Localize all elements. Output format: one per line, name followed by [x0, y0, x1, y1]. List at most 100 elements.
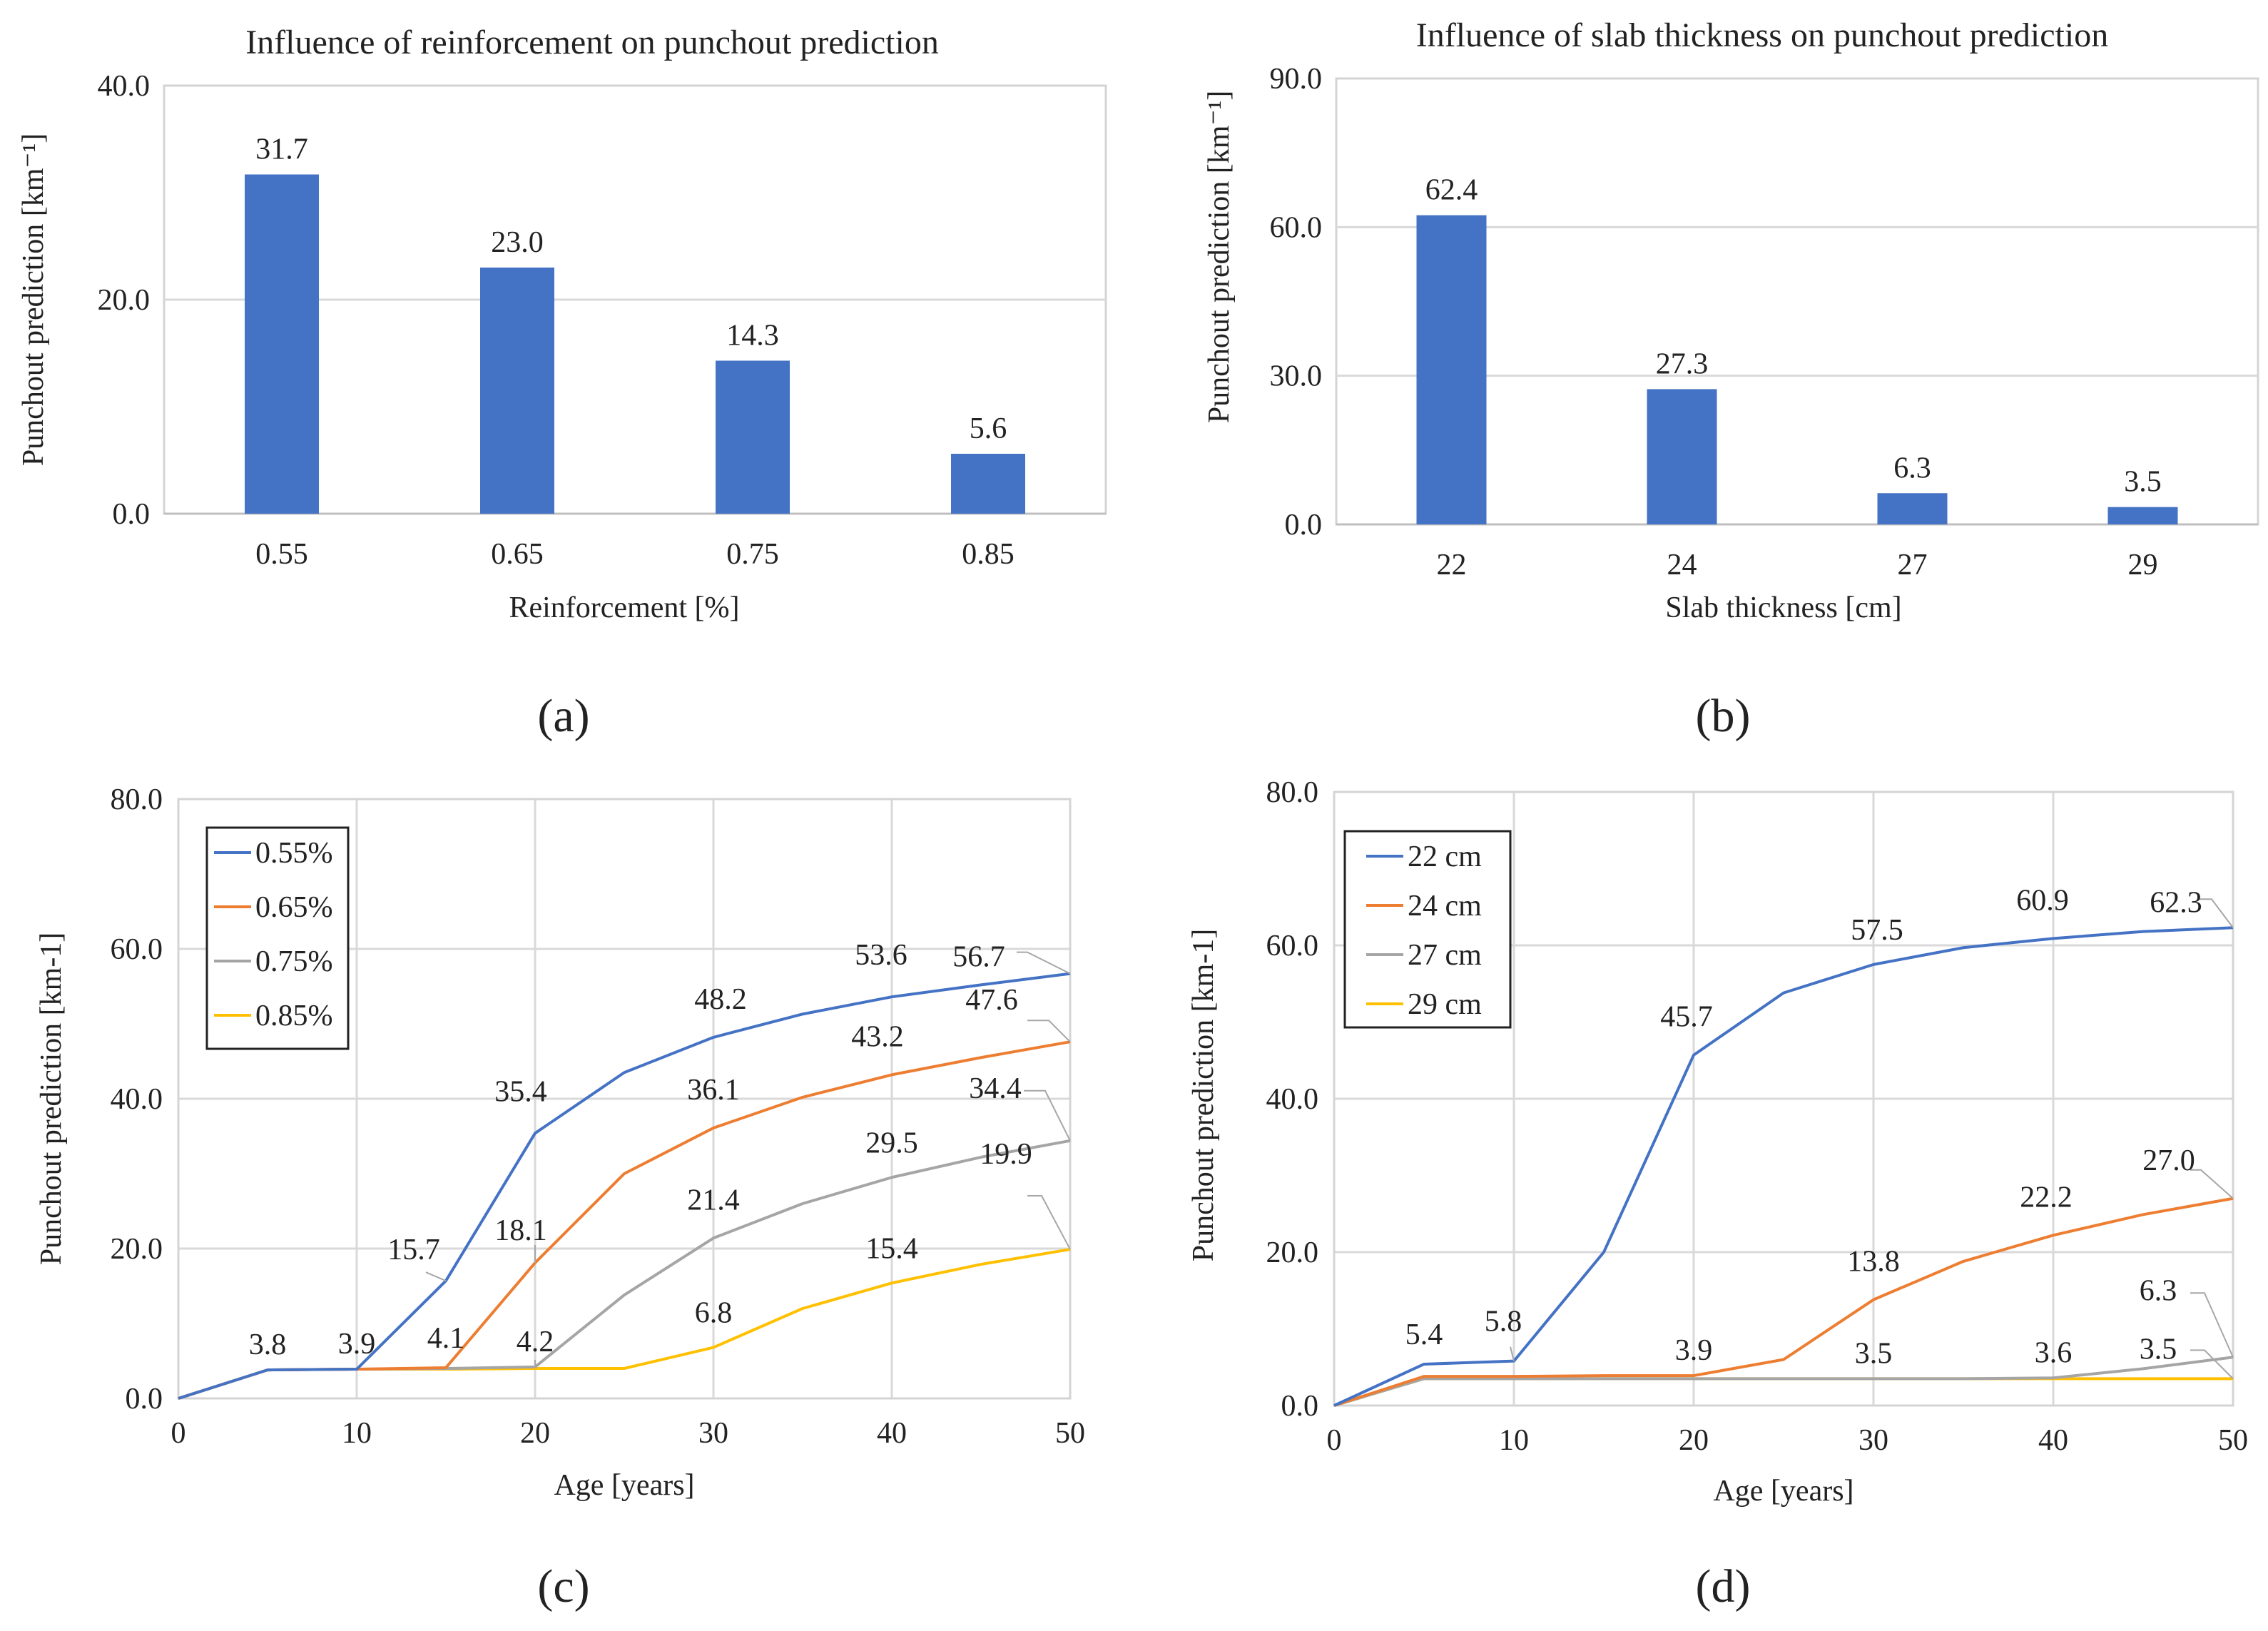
- chart-d-data-label: 57.5: [1851, 914, 1903, 947]
- chart-c-ytick: 80.0: [111, 783, 163, 816]
- chart-a-data-label: 14.3: [726, 320, 779, 352]
- chart-c-leader-line: [1017, 951, 1071, 975]
- chart-c-legend-label: 0.85%: [255, 1000, 333, 1032]
- chart-b-bar: [1877, 493, 1948, 524]
- chart-c-data-label: 36.1: [687, 1074, 740, 1107]
- chart-c-ytick: 20.0: [111, 1233, 163, 1266]
- chart-b-xtick: 27: [1898, 549, 1928, 581]
- chart-a-data-label: 31.7: [255, 133, 308, 166]
- chart-d-plot-border: [1333, 791, 2234, 1407]
- chart-d-ylabel: Punchout prediction [km-1]: [1187, 929, 1220, 1262]
- chart-a-xtick: 0.75: [726, 538, 779, 571]
- chart-b-data-label: 6.3: [1893, 452, 1931, 484]
- caption-b: (b): [1696, 690, 1751, 742]
- chart-a-data-label: 23.0: [491, 226, 544, 259]
- caption-d: (d): [1696, 1560, 1751, 1612]
- chart-c-xtick: 40: [877, 1417, 907, 1450]
- chart-c-legend-label: 0.75%: [255, 945, 333, 978]
- chart-c-data-label: 34.4: [969, 1072, 1022, 1105]
- chart-d-data-label: 3.5: [1855, 1337, 1893, 1370]
- chart-a-xtick: 0.55: [255, 538, 308, 571]
- chart-c-data-label: 53.6: [855, 939, 907, 972]
- chart-d-series-line: [1333, 926, 2234, 1407]
- chart-c-xtick: 0: [171, 1417, 186, 1450]
- chart-d-series-line: [1333, 1196, 2234, 1407]
- chart-d-xtick: 0: [1327, 1424, 1342, 1457]
- chart-c-xtick: 20: [520, 1417, 550, 1450]
- chart-d-series-line: [1333, 1356, 2234, 1407]
- chart-c-xtick: 50: [1055, 1417, 1085, 1450]
- chart-a-xlabel: Reinforcement [%]: [509, 591, 739, 624]
- chart-c: 3.8 3.9 15.7 35.4 48.2 53.6 56.7 4.1 18.1 36.1 43.…: [35, 783, 1085, 1502]
- chart-a-ytick: 20.0: [98, 284, 151, 317]
- chart-b-bar: [2107, 507, 2178, 524]
- chart-d-leader-line: [2190, 1169, 2234, 1199]
- chart-b-xlabel: Slab thickness [cm]: [1665, 591, 1901, 624]
- chart-c-data-label: 43.2: [851, 1020, 904, 1053]
- chart-c-data-label: 15.4: [865, 1232, 918, 1265]
- chart-b-ytick: 90.0: [1270, 63, 1323, 96]
- chart-c-data-label: 18.1: [494, 1214, 547, 1247]
- chart-c-ytick: 40.0: [111, 1083, 163, 1116]
- chart-b-data-label: 3.5: [2124, 466, 2162, 499]
- caption-a: (a): [537, 690, 589, 742]
- chart-c-xtick: 30: [698, 1417, 728, 1450]
- chart-d-data-label: 22.2: [2020, 1181, 2073, 1214]
- chart-c-legend: 0.55% 0.65% 0.75% 0.85%: [205, 826, 350, 1050]
- chart-a-title: Influence of reinforcement on punchout p…: [245, 24, 939, 61]
- chart-b-xtick: 22: [1437, 549, 1467, 581]
- chart-c-series-line: [178, 972, 1071, 1400]
- chart-a-ylabel: Punchout prediction [km⁻¹]: [17, 133, 50, 466]
- chart-a-bar: [951, 454, 1025, 514]
- chart-d-xtick: 30: [1858, 1424, 1888, 1457]
- chart-d-data-label: 6.3: [2140, 1274, 2177, 1307]
- chart-d-legend: 22 cm 24 cm 27 cm 29 cm: [1343, 830, 1512, 1029]
- chart-d-data-label: 5.8: [1485, 1306, 1522, 1338]
- chart-c-data-label: 15.7: [387, 1234, 440, 1266]
- chart-d-xtick: 20: [1679, 1424, 1709, 1457]
- chart-d-xtick: 40: [2038, 1424, 2068, 1457]
- chart-a-data-label: 5.6: [970, 412, 1007, 445]
- chart-c-leader-line: [425, 1271, 447, 1282]
- chart-d-ytick: 80.0: [1266, 776, 1319, 809]
- chart-b-ytick: 60.0: [1270, 211, 1323, 244]
- chart-d-leader-line: [2197, 898, 2234, 928]
- chart-a-bar: [480, 268, 554, 514]
- chart-c-data-label: 48.2: [694, 983, 747, 1016]
- chart-a-xtick: 0.65: [491, 538, 544, 571]
- chart-c-legend-label: 0.55%: [255, 837, 333, 870]
- chart-a-bar: [245, 174, 319, 514]
- chart-d-legend-label: 22 cm: [1408, 840, 1482, 873]
- chart-c-data-label: 3.8: [249, 1328, 287, 1361]
- chart-c-plot-border: [177, 798, 1072, 1400]
- chart-b-title: Influence of slab thickness on punchout …: [1416, 16, 2108, 54]
- chart-b-data-label: 62.4: [1425, 174, 1478, 207]
- chart-d-ytick: 20.0: [1266, 1236, 1319, 1269]
- chart-a-ytick: 40.0: [98, 70, 151, 103]
- chart-b-ytick: 30.0: [1270, 360, 1323, 393]
- chart-d-data-label: 5.4: [1405, 1318, 1443, 1351]
- chart-a-ytick: 0.0: [113, 498, 151, 531]
- chart-b-data-label: 27.3: [1656, 347, 1709, 380]
- chart-d-data-label: 27.0: [2142, 1144, 2195, 1177]
- chart-d-xtick: 50: [2218, 1424, 2248, 1457]
- chart-b-ylabel: Punchout prediction [km⁻¹]: [1203, 91, 1236, 423]
- chart-d-leader-line: [2190, 1292, 2234, 1358]
- chart-c-ytick: 60.0: [111, 933, 163, 966]
- chart-d-data-label: 3.6: [2035, 1336, 2073, 1369]
- chart-c-data-label: 19.9: [980, 1138, 1032, 1171]
- chart-c-data-label: 21.4: [687, 1184, 740, 1216]
- chart-d-xtick: 10: [1499, 1424, 1529, 1457]
- chart-c-data-label: 6.8: [695, 1297, 733, 1330]
- chart-d-data-label: 13.8: [1847, 1246, 1900, 1279]
- chart-d-data-label: 3.5: [2140, 1333, 2177, 1366]
- chart-d-legend-label: 29 cm: [1408, 988, 1482, 1021]
- chart-c-data-label: 47.6: [965, 984, 1018, 1017]
- chart-b-bar: [1416, 215, 1487, 524]
- chart-c-data-label: 35.4: [494, 1075, 547, 1108]
- chart-b-bar: [1647, 389, 1717, 524]
- chart-c-ylabel: Punchout prediction [km-1]: [35, 933, 68, 1266]
- chart-c-legend-label: 0.65%: [255, 891, 333, 924]
- chart-b-ytick: 0.0: [1285, 509, 1323, 542]
- chart-b: Influence of slab thickness on punchout …: [1203, 16, 2259, 624]
